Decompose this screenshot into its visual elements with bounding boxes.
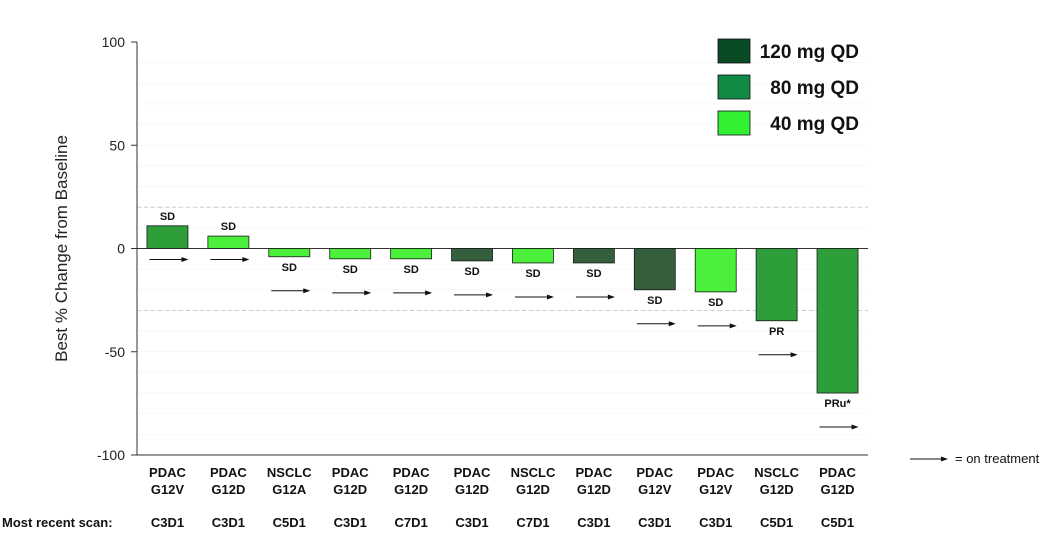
y-tick-label: -50 [105, 344, 125, 360]
response-label: SD [403, 264, 418, 276]
x-category-label: PDAC [819, 465, 856, 480]
scan-label: C3D1 [334, 515, 367, 530]
bar [207, 235, 250, 249]
x-category-label: PDAC [575, 465, 612, 480]
x-subtype-label: G12D [516, 482, 550, 497]
y-tick-label: -100 [97, 447, 125, 463]
response-label: PRu* [824, 398, 851, 410]
y-tick-label: 100 [102, 34, 126, 50]
bar [451, 248, 493, 262]
response-label: PR [769, 326, 784, 338]
legend: 120 mg QD 80 mg QD 40 mg QD [717, 38, 859, 136]
treatment-arrow-head [851, 424, 859, 430]
treatment-arrow-head [790, 352, 798, 358]
x-subtype-label: G12D [577, 482, 611, 497]
x-category-label: PDAC [210, 465, 247, 480]
y-tick-label: 0 [117, 241, 125, 257]
y-tick-label: 50 [109, 137, 125, 153]
bar [816, 248, 859, 394]
x-category-label: PDAC [636, 465, 673, 480]
x-category-label: PDAC [332, 465, 369, 480]
bar [329, 248, 372, 260]
arrow-note-text: = on treatment [955, 451, 1040, 466]
x-axis-labels: PDAC G12V PDAC G12D NSCLC G12A PDAC G12D PDAC G12… [149, 465, 857, 497]
x-subtype-label: G12V [638, 482, 672, 497]
y-axis-label: Best % Change from Baseline [52, 135, 71, 362]
treatment-arrows [149, 257, 859, 430]
scan-label: C5D1 [821, 515, 854, 530]
bar [146, 225, 189, 249]
bar [390, 248, 433, 260]
legend-swatch [717, 74, 751, 100]
scan-label: C3D1 [212, 515, 245, 530]
treatment-arrow-head [303, 288, 311, 294]
legend-swatch [717, 38, 751, 64]
scan-row-label: Most recent scan: [2, 515, 113, 530]
x-subtype-label: G12D [211, 482, 245, 497]
bar [633, 248, 676, 291]
scan-label: C3D1 [455, 515, 488, 530]
x-subtype-label: G12A [272, 482, 307, 497]
scan-label: C3D1 [699, 515, 732, 530]
response-label: SD [708, 297, 723, 309]
y-axis: 100 50 0 -50 -100 [97, 34, 868, 463]
response-label: SD [343, 264, 358, 276]
x-category-label: NSCLC [511, 465, 556, 480]
scan-label: C3D1 [577, 515, 610, 530]
scan-label: C7D1 [516, 515, 549, 530]
legend-label: 40 mg QD [770, 114, 859, 135]
treatment-arrow-head [425, 290, 433, 296]
response-label: SD [282, 262, 297, 274]
response-label: SD [464, 266, 479, 278]
x-category-label: NSCLC [754, 465, 799, 480]
legend-label: 80 mg QD [770, 78, 859, 99]
treatment-arrow-head [668, 321, 676, 327]
scan-label: C3D1 [638, 515, 671, 530]
bars [146, 225, 859, 394]
x-subtype-label: G12D [821, 482, 855, 497]
reference-lines [137, 206, 868, 311]
response-labels: SD SD SD SD SD SD SD SD SD SD PR PRu* [160, 211, 852, 410]
response-label: SD [647, 295, 662, 307]
treatment-arrow-head [486, 292, 494, 298]
treatment-arrow-head [546, 294, 554, 300]
treatment-arrow-head [729, 323, 737, 329]
x-subtype-label: G12V [699, 482, 733, 497]
x-subtype-label: G12D [760, 482, 794, 497]
x-subtype-label: G12D [394, 482, 428, 497]
scan-label: C7D1 [395, 515, 428, 530]
x-category-label: PDAC [454, 465, 491, 480]
x-subtype-label: G12D [333, 482, 367, 497]
bar [512, 248, 554, 264]
treatment-arrow-head [607, 294, 615, 300]
x-subtype-label: G12V [151, 482, 185, 497]
x-category-label: NSCLC [267, 465, 312, 480]
x-category-label: PDAC [149, 465, 186, 480]
bar [694, 248, 737, 293]
arrow-note: = on treatment [910, 451, 1040, 466]
bar [572, 248, 615, 264]
scan-label: C3D1 [151, 515, 184, 530]
scan-label: C5D1 [760, 515, 793, 530]
scan-row: C3D1 C3D1 C5D1 C3D1 C7D1 C3D1 C7D1 C3D1 C3D1 C3D1… [151, 515, 854, 530]
x-category-label: PDAC [393, 465, 430, 480]
scan-label: C5D1 [273, 515, 306, 530]
bar [755, 248, 798, 322]
treatment-arrow-head [364, 290, 372, 296]
response-label: SD [221, 221, 236, 233]
treatment-arrow-head [181, 257, 189, 262]
response-label: SD [525, 268, 540, 280]
treatment-arrow-head [242, 257, 250, 262]
x-subtype-label: G12D [455, 482, 489, 497]
legend-label: 120 mg QD [760, 42, 859, 63]
response-label: SD [586, 268, 601, 280]
legend-swatch [717, 110, 751, 136]
bar [268, 248, 311, 258]
x-category-label: PDAC [697, 465, 734, 480]
response-label: SD [160, 211, 175, 223]
